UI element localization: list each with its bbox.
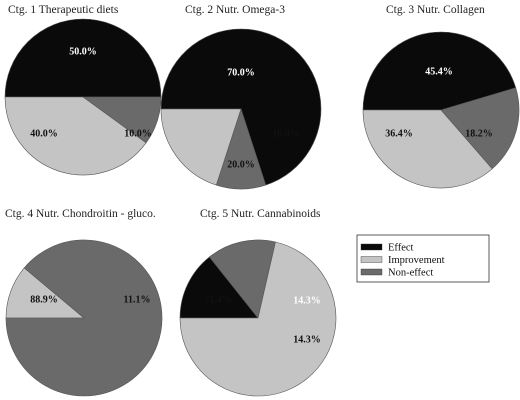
slice-label: 36.4%	[385, 128, 413, 139]
pie-panel-3: Ctg. 3 Nutr. Collagen 45.4% 18.2% 36.4%	[362, 4, 520, 189]
pie-slice-non-effect	[208, 239, 276, 319]
slice-label: 70.0%	[227, 67, 255, 78]
pie-slice-effect	[4, 18, 162, 98]
slice-label: 14.3%	[293, 334, 321, 345]
pie-slice-effect	[362, 31, 517, 111]
legend-swatch-effect	[360, 243, 383, 251]
pie-panel-4: Ctg. 4 Nutr. Chondroitin - gluco. 11.1% 88…	[5, 208, 163, 397]
pie-slice-improvement	[4, 96, 147, 176]
slice-label: 71.4%	[204, 294, 232, 305]
pie-panel-5: Ctg. 5 Nutr. Cannabinoids 14.3% 14.3% 71.4%	[179, 208, 337, 397]
pie-slice-effect	[160, 28, 322, 186]
legend-swatch-improvement	[360, 256, 383, 263]
pie-title: Ctg. 4 Nutr. Chondroitin - gluco.	[5, 208, 156, 220]
pie-title: Ctg. 3 Nutr. Collagen	[386, 4, 485, 16]
pie-title: Ctg. 5 Nutr. Cannabinoids	[200, 208, 321, 220]
legend-label-effect: Effect	[388, 243, 414, 254]
slice-label: 11.1%	[124, 294, 151, 305]
legend-swatch-non-effect	[360, 268, 383, 276]
pie-slice-improvement	[179, 241, 337, 397]
slice-label: 40.0%	[30, 128, 58, 139]
slice-label: 10.0%	[124, 128, 152, 139]
legend-label-improvement: Improvement	[388, 255, 445, 266]
slice-label: 20.0%	[227, 159, 255, 170]
pie-panels: Ctg. 1 Therapeutic diets50.0%10.0%40.0%C…	[4, 4, 520, 397]
slice-label: 10.0%	[272, 128, 300, 139]
legend-label-non-effect: Non-effect	[388, 268, 433, 279]
slice-label: 45.4%	[425, 66, 453, 77]
pie-title: Ctg. 2 Nutr. Omega-3	[185, 4, 285, 16]
pie-panel-1: Ctg. 1 Therapeutic diets 50.0% 10.0% 40.0%	[4, 4, 162, 176]
pie-slice-improvement	[362, 109, 493, 189]
pie-slice-non-effect	[440, 87, 520, 170]
pie-title: Ctg. 1 Therapeutic diets	[8, 4, 119, 16]
pie-slice-improvement	[160, 108, 242, 186]
slice-label: 14.3%	[293, 295, 321, 306]
slice-label: 88.9%	[30, 294, 58, 305]
slice-label: 50.0%	[69, 46, 97, 57]
pie-slice-effect	[179, 256, 259, 319]
pie-panel-2: Ctg. 2 Nutr. Omega-3 70.0% 10.0% 20.0%	[160, 4, 322, 190]
slice-label: 18.2%	[465, 128, 493, 139]
pie-slice-non-effect	[5, 239, 163, 397]
